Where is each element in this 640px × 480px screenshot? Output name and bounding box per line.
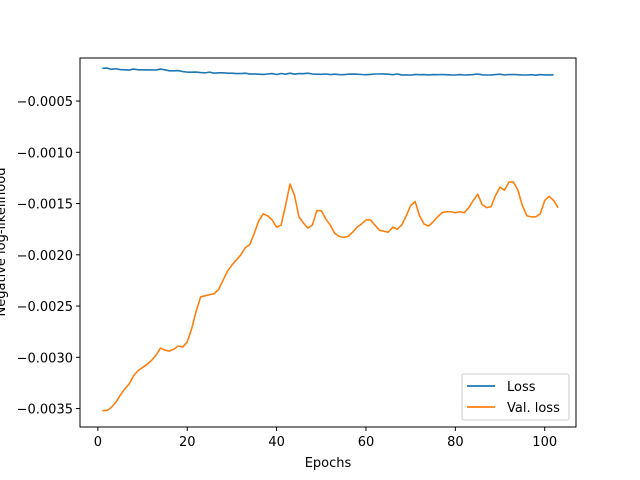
series-line-loss — [102, 67, 554, 77]
series-line-val-loss — [102, 181, 559, 412]
x-axis-ticks: 0 20 40 60 80 100 — [94, 427, 557, 450]
y-axis-label: Negative log-likelihood — [0, 168, 9, 317]
x-tick-label: 100 — [532, 435, 557, 450]
x-tick-label: 80 — [447, 435, 464, 450]
y-tick-label: −0.0020 — [17, 249, 73, 264]
y-axis-ticks: −0.0035 −0.0030 −0.0025 −0.0020 −0.0015 −0.00… — [17, 95, 80, 418]
legend-label-loss: Loss — [507, 380, 536, 395]
y-tick-label: −0.0030 — [17, 351, 73, 366]
y-tick-label: −0.0005 — [17, 95, 73, 110]
y-tick-label: −0.0015 — [17, 198, 73, 213]
x-tick-label: 40 — [268, 435, 285, 450]
axes-frame — [79, 57, 577, 428]
legend-label-val-loss: Val. loss — [507, 401, 560, 416]
legend: Loss Val. loss — [461, 373, 570, 421]
x-tick-label: 60 — [358, 435, 375, 450]
y-tick-label: −0.0035 — [17, 403, 73, 418]
y-tick-label: −0.0010 — [17, 146, 73, 161]
plot-area — [102, 67, 559, 412]
x-tick-label: 20 — [179, 435, 196, 450]
y-tick-label: −0.0025 — [17, 300, 73, 315]
x-tick-label: 0 — [94, 435, 102, 450]
x-axis-label: Epochs — [305, 456, 352, 471]
